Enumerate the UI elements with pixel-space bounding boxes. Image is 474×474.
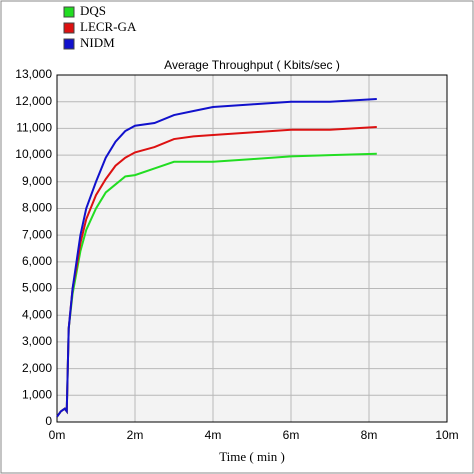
y-tick-label: 9,000 (22, 174, 52, 188)
y-tick-label: 2,000 (22, 361, 52, 375)
y-tick-label: 12,000 (15, 94, 52, 108)
x-tick-label: 6m (283, 428, 300, 442)
y-tick-label: 6,000 (22, 254, 52, 268)
y-tick-label: 1,000 (22, 387, 52, 401)
x-tick-label: 8m (361, 428, 378, 442)
legend-swatch (63, 38, 75, 50)
plot-area (56, 74, 448, 423)
legend-label: NIDM (80, 35, 115, 50)
series-line (56, 98, 377, 418)
y-tick-label: 3,000 (22, 334, 52, 348)
legend-swatch (63, 6, 75, 18)
legend-swatch (63, 22, 75, 34)
y-tick-label: 11,000 (16, 121, 52, 135)
y-tick-label: 10,000 (15, 147, 52, 161)
y-tick-label: 8,000 (22, 201, 52, 215)
legend-label: LECR-GA (80, 19, 137, 34)
x-tick-label: 2m (127, 428, 144, 442)
legend-label: DQS (80, 3, 106, 18)
y-tick-label: 5,000 (22, 281, 52, 295)
y-tick-label: 0 (45, 414, 52, 428)
chart-title: Average Throughput ( Kbits/sec ) (164, 58, 340, 72)
plot-border (56, 74, 448, 423)
x-tick-label: 4m (205, 428, 222, 442)
y-tick-label: 7,000 (22, 227, 52, 241)
y-tick-label: 4,000 (22, 307, 52, 321)
x-tick-label: 0m (49, 428, 66, 442)
x-tick-label: 10m (435, 428, 458, 442)
y-tick-label: 13,000 (15, 67, 52, 81)
x-axis-label: Time ( min ) (219, 449, 285, 464)
